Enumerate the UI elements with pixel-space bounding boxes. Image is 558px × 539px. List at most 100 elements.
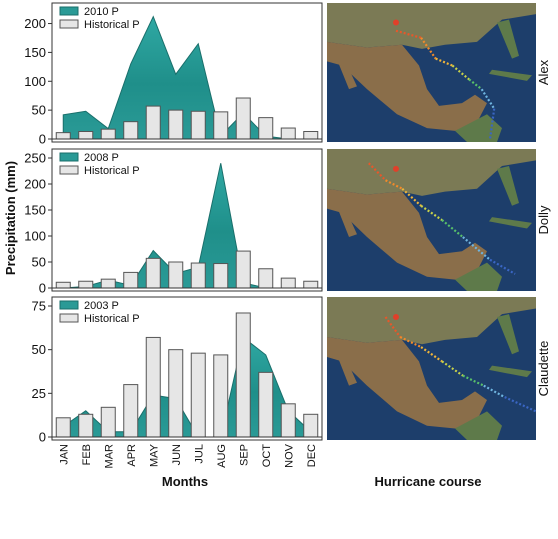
bar: [213, 111, 229, 140]
map-land-us: [327, 149, 536, 196]
bar: [78, 280, 94, 289]
legend-swatch-bar: [59, 19, 79, 29]
hurricane-name: Claudette: [536, 341, 551, 397]
y-tick-label: 50: [32, 342, 46, 357]
legend-swatch-area: [59, 6, 79, 16]
location-marker: [392, 19, 399, 26]
hurricane-map-alex: [327, 3, 536, 142]
bar: [190, 352, 206, 438]
hurricane-track-segment: [401, 187, 422, 207]
bar: [123, 121, 139, 140]
hurricane-track-segment: [489, 258, 516, 275]
bar: [258, 268, 274, 289]
hurricane-track-segment: [462, 236, 491, 261]
month-tick-label: DEC: [306, 444, 318, 467]
map-land-mexico: [327, 337, 487, 429]
bar: [168, 109, 184, 140]
hurricane-track-segment: [384, 316, 402, 338]
legend-label: 2010 P: [84, 6, 119, 18]
y-tick-label: 100: [24, 229, 46, 244]
map-land-florida: [497, 19, 519, 59]
legend-swatch-area: [59, 152, 79, 162]
bar: [78, 130, 94, 140]
map-land-cuba: [489, 365, 532, 378]
bar: [235, 97, 251, 140]
y-tick-label: 50: [32, 103, 46, 118]
x-axis-title: Months: [162, 474, 208, 489]
bar: [78, 413, 94, 438]
legend-label: 2008 P: [84, 152, 119, 164]
bar: [258, 371, 274, 438]
y-tick-label: 200: [24, 177, 46, 192]
map-land-cuba: [489, 217, 532, 229]
bar: [145, 105, 161, 140]
bar: [190, 262, 206, 289]
map-land-us: [327, 297, 536, 345]
legend-swatch-bar: [59, 165, 79, 175]
map-land-central-america: [455, 411, 502, 440]
hurricane-map-claudette: [327, 297, 537, 440]
map-land-baja: [331, 191, 357, 238]
hurricane-track-segment: [435, 57, 453, 67]
map-land-mexico: [327, 41, 487, 131]
month-tick-label: AUG: [216, 444, 228, 468]
hurricane-name: Dolly: [536, 205, 551, 234]
hurricane-track-segment: [468, 78, 483, 91]
bar: [213, 263, 229, 289]
location-marker: [392, 314, 399, 321]
month-tick-label: NOV: [283, 443, 295, 468]
y-tick-label: 0: [39, 430, 46, 445]
y-tick-label: 25: [32, 386, 46, 401]
y-tick-label: 200: [24, 16, 46, 31]
bar: [303, 280, 319, 289]
bar: [55, 417, 71, 438]
bar: [100, 128, 116, 140]
hurricane-track-segment: [504, 396, 537, 413]
map-caption: Hurricane course: [375, 474, 482, 489]
month-tick-label: SEP: [238, 444, 250, 466]
bar: [280, 277, 296, 289]
hurricane-map-dolly: [327, 149, 536, 291]
map-land-central-america: [455, 114, 502, 142]
hurricane-track-segment: [488, 108, 496, 140]
bar: [235, 312, 251, 438]
legend-label: 2003 P: [84, 300, 119, 312]
bar: [100, 278, 116, 289]
y-tick-label: 150: [24, 45, 46, 60]
map-land-cuba: [489, 69, 532, 81]
map-land-baja: [331, 44, 357, 90]
hurricane-track-segment: [420, 204, 443, 221]
bar: [303, 413, 319, 438]
bar: [280, 403, 296, 438]
bar: [55, 132, 71, 140]
hurricane-track-segment: [420, 346, 443, 363]
y-tick-label: 50: [32, 255, 46, 270]
legend-label: Historical P: [84, 313, 140, 325]
y-tick-label: 75: [32, 299, 46, 314]
map-land-florida: [497, 166, 519, 206]
bar: [190, 110, 206, 140]
hurricane-track-segment: [441, 219, 464, 238]
y-tick-label: 0: [39, 132, 46, 147]
month-tick-label: OCT: [261, 444, 273, 468]
hurricane-track-segment: [395, 29, 422, 39]
month-tick-label: MAR: [103, 444, 115, 469]
bar: [235, 250, 251, 289]
bar: [280, 127, 296, 140]
map-land-central-america: [455, 262, 502, 291]
map-land-florida: [497, 314, 519, 355]
y-tick-label: 100: [24, 74, 46, 89]
month-tick-label: JUN: [171, 444, 183, 465]
bar: [55, 281, 71, 289]
y-tick-label: 250: [24, 151, 46, 166]
bar: [213, 354, 229, 438]
month-tick-label: JAN: [58, 444, 70, 465]
location-marker: [392, 165, 399, 172]
month-tick-label: APR: [126, 444, 138, 467]
bar: [303, 130, 319, 140]
map-land-mexico: [327, 188, 487, 280]
